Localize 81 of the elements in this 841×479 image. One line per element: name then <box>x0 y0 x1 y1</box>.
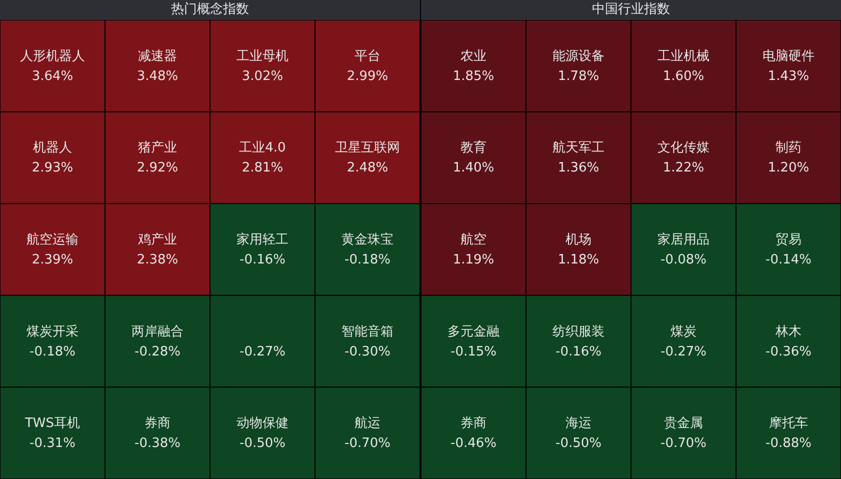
data-label: 2.92% <box>136 160 178 176</box>
data-label: 3.64% <box>32 68 74 84</box>
data-label: -0.50% <box>556 436 602 452</box>
data-label: -0.30% <box>344 344 390 360</box>
data-label: 2.38% <box>136 252 178 268</box>
data-label: -0.88% <box>766 436 812 452</box>
category-label: 教育 <box>460 140 486 156</box>
data-label: 2.99% <box>346 68 388 84</box>
category-label: 农业 <box>460 48 486 64</box>
category-label: 人形机器人 <box>20 48 85 64</box>
category-label: 猪产业 <box>138 140 177 156</box>
category-label: 航空运输 <box>26 232 78 248</box>
category-label: 多元金融 <box>448 324 500 340</box>
data-label: 2.48% <box>346 160 388 176</box>
category-label: 平台 <box>354 48 380 64</box>
data-label: -0.27% <box>240 344 286 360</box>
category-label: 贵金属 <box>664 416 703 432</box>
category-label: 海运 <box>566 416 592 432</box>
data-label: 1.43% <box>768 68 810 84</box>
category-label: 家居用品 <box>658 232 710 248</box>
data-label: 1.78% <box>558 68 600 84</box>
data-label: -0.18% <box>30 344 76 360</box>
category-label: 鸡产业 <box>137 232 177 248</box>
data-label: -0.50% <box>240 436 286 452</box>
data-label: -0.70% <box>660 436 706 452</box>
data-label: -0.38% <box>134 436 180 452</box>
category-label: TWS耳机 <box>24 416 80 432</box>
text: 中国行业指数 <box>421 0 841 20</box>
category-label: 航运 <box>354 416 380 432</box>
category-label: 券商 <box>144 416 170 432</box>
category-label: 纺织服装 <box>552 324 604 340</box>
category-label: 卫星互联网 <box>335 140 400 156</box>
data-label: 1.40% <box>452 160 494 176</box>
category-label: 林木 <box>774 324 802 340</box>
data-label: 1.22% <box>662 160 704 176</box>
data-label: -0.27% <box>660 344 706 360</box>
category-label: 机器人 <box>33 140 72 156</box>
category-label: 家用轻工 <box>236 232 288 248</box>
data-label: 2.93% <box>32 160 74 176</box>
category-label: 工业机械 <box>658 48 710 64</box>
data-label: -0.16% <box>556 344 602 360</box>
data-label: 3.02% <box>242 68 284 84</box>
data-label: 1.19% <box>452 252 494 268</box>
category-label: 文化传媒 <box>658 140 710 156</box>
category-label: 券商 <box>460 416 486 432</box>
category-label: 煤炭 <box>670 324 696 340</box>
data-label: -0.15% <box>450 344 496 360</box>
data-label: 2.81% <box>242 160 284 176</box>
category-label: 电脑硬件 <box>762 48 814 64</box>
category-label: 工业母机 <box>236 48 288 64</box>
category-label: 黄金珠宝 <box>342 232 394 248</box>
category-label: 动物保健 <box>236 416 288 432</box>
data-label: -0.14% <box>766 252 812 268</box>
data-label: 1.20% <box>768 160 810 176</box>
data-label: 2.39% <box>32 252 74 268</box>
data-label: 1.85% <box>452 68 494 84</box>
category-label: 智能音箱 <box>342 324 394 340</box>
category-label: 机场 <box>566 232 592 248</box>
data-label: -0.28% <box>134 344 180 360</box>
data-label: -0.08% <box>660 252 706 268</box>
data-label: -0.46% <box>450 436 496 452</box>
category-label: 贸易 <box>776 232 802 248</box>
data-label: 1.18% <box>558 252 600 268</box>
category-label: 摩托车 <box>769 416 808 432</box>
data-label: -0.70% <box>344 436 390 452</box>
data-label: -0.18% <box>344 252 390 268</box>
data-label: 1.36% <box>558 160 600 176</box>
data-label: -0.31% <box>30 436 76 452</box>
category-label: 航天军工 <box>552 140 604 156</box>
data-label: -0.36% <box>766 344 812 360</box>
data-label: -0.16% <box>240 252 286 268</box>
category-label: 煤炭开采 <box>26 324 78 340</box>
data-label: 1.60% <box>662 68 704 84</box>
category-label: 航空 <box>460 232 486 248</box>
text: 热门概念指数 <box>0 0 420 20</box>
category-label: 工业4.0 <box>239 140 286 156</box>
category-label: 减速器 <box>138 48 177 64</box>
data-label: 3.48% <box>136 68 178 84</box>
category-label: 能源设备 <box>552 48 604 64</box>
category-label: 制药 <box>776 140 802 156</box>
category-label: 两岸融合 <box>132 324 184 340</box>
